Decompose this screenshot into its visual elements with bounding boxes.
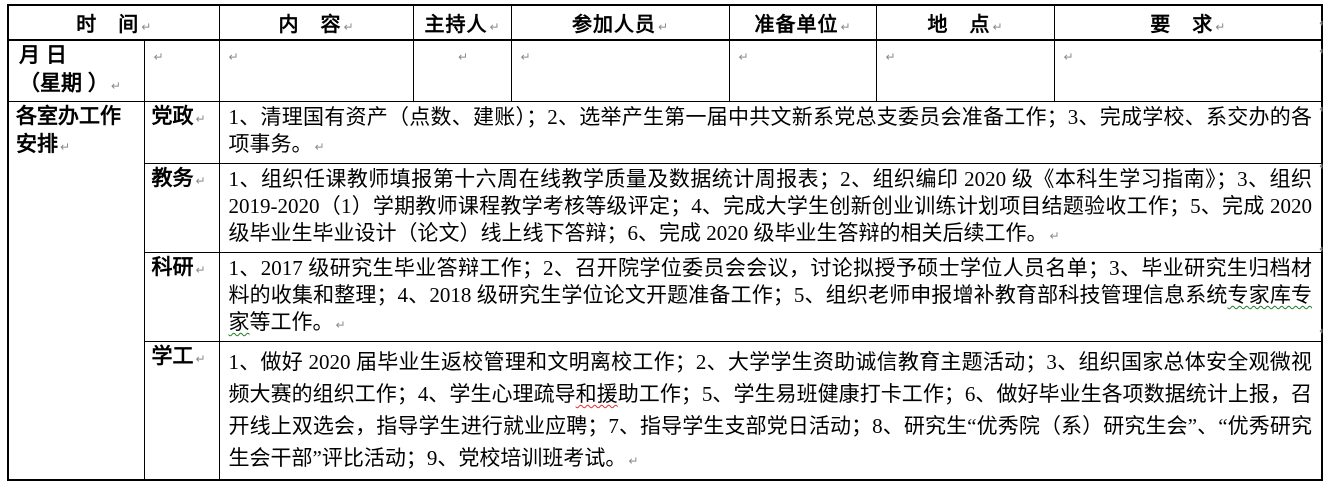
date-label-cell[interactable]: 月 日 （星期 ） ↵ [7, 39, 145, 102]
pilcrow-mark: ↵ [657, 20, 669, 34]
pilcrow-mark: ↵ [195, 263, 206, 277]
header-time-label: 时 间 [76, 14, 140, 36]
office-work-label-cell[interactable]: 各室办工作安排 ↵ [7, 101, 145, 481]
pilcrow-mark: ↵ [195, 174, 206, 188]
spellcheck-squiggle: 和援 [575, 382, 618, 406]
section-content-keyan[interactable]: 1、2017 级研究生毕业答辩工作；2、召开院学位委员会会议，讨论拟授予硕士学位… [218, 252, 1323, 342]
header-cell-location[interactable]: 地 点 ↵ [875, 4, 1055, 41]
date-location-cell[interactable]: ↵ [875, 39, 1055, 102]
section-content-text: 1、2017 级研究生毕业答辩工作；2、召开院学位委员会会议，讨论拟授予硕士学位… [228, 256, 1313, 334]
header-requirements-label: 要 求 [1150, 14, 1214, 36]
spellcheck-squiggle: 专家库专家 [228, 283, 1313, 334]
date-participants-cell[interactable]: ↵ [510, 39, 730, 102]
pilcrow-mark: ↵ [738, 50, 749, 64]
pilcrow-mark: ↵ [335, 318, 346, 332]
section-label-jiaowu[interactable]: 教务 ↵ [143, 163, 220, 253]
header-cell-prep-unit[interactable]: 准备单位 ↵ [728, 4, 877, 41]
date-row: 月 日 （星期 ） ↵ ↵ ↵ ↵ ↵ ↵ ↵ ↵ [7, 39, 1323, 102]
section-label-keyan[interactable]: 科研 ↵ [143, 252, 220, 342]
section-content-dangzheng[interactable]: 1、清理国有资产（点数、建账）；2、选举产生第一届中共文新系党总支委员会准备工作… [218, 101, 1323, 164]
section-content-jiaowu[interactable]: 1、组织任课教师填报第十六周在线教学质量及数据统计周报表；2、组织编印 2020… [218, 163, 1323, 253]
end-of-row-mark: ↵ [1319, 102, 1323, 116]
pilcrow-mark: ↵ [228, 50, 239, 64]
pilcrow-mark: ↵ [343, 20, 354, 34]
pilcrow-mark: ↵ [885, 50, 896, 64]
header-cell-participants[interactable]: 参加人员 ↵ [510, 4, 730, 41]
header-cell-host[interactable]: 主持人 ↵ [412, 4, 512, 41]
pilcrow-mark: ↵ [195, 352, 206, 366]
section-row-keyan: 科研 ↵ 1、2017 级研究生毕业答辩工作；2、召开院学位委员会会议，讨论拟授予… [8, 252, 1323, 342]
date-label-line2: （星期 ） ↵ [19, 72, 121, 95]
section-content-xuegong[interactable]: 1、做好 2020 届毕业生返校管理和文明离校工作；2、大学学生资助诚信教育主题… [218, 341, 1323, 481]
header-cell-content[interactable]: 内 容 ↵ [218, 4, 414, 41]
section-row-dangzheng: 各室办工作安排 ↵ 党政 ↵ 1、清理国有资产（点数、建账）；2、选举产生第一届中共… [7, 101, 1323, 481]
header-host-label: 主持人 [424, 14, 488, 36]
pilcrow-mark: ↵ [110, 79, 121, 93]
section-label-dangzheng[interactable]: 党政 ↵ [143, 101, 220, 164]
pilcrow-mark: ↵ [153, 50, 164, 64]
date-host-cell[interactable]: ↵ [412, 39, 512, 102]
section-label-xuegong[interactable]: 学工 ↵ [143, 341, 220, 481]
end-of-row-mark: ↵ [1319, 159, 1323, 173]
pilcrow-mark: ↵ [489, 20, 500, 34]
pilcrow-mark: ↵ [141, 20, 152, 34]
pilcrow-mark: ↵ [457, 50, 469, 64]
section-row-jiaowu: 教务 ↵ 1、组织任课教师填报第十六周在线教学质量及数据统计周报表；2、组织编印 … [8, 163, 1323, 253]
document-page: { "table": { "header": { "time": "时 间", … [0, 4, 1323, 481]
header-row: 时 间 ↵ 内 容 ↵ 主持人 ↵ 参加人员 ↵ 准备单位 ↵ 地 点 ↵ 要 求 ↵ [7, 4, 1323, 41]
pilcrow-mark: ↵ [314, 140, 325, 154]
section-content-text: 1、清理国有资产（点数、建账）；2、选举产生第一届中共文新系党总支委员会准备工作… [228, 105, 1313, 156]
pilcrow-mark: ↵ [520, 50, 531, 64]
header-location-label: 地 点 [927, 14, 991, 36]
pilcrow-mark: ↵ [1049, 229, 1060, 243]
date-label-line1: 月 日 [19, 44, 67, 67]
pilcrow-mark: ↵ [992, 20, 1003, 34]
end-of-row-mark: ↵ [1319, 324, 1323, 338]
header-participants-label: 参加人员 [571, 14, 656, 36]
section-row-xuegong: 学工 ↵ 1、做好 2020 届毕业生返校管理和文明离校工作；2、大学学生资助诚信… [8, 341, 1323, 481]
header-cell-time[interactable]: 时 间 ↵ [7, 4, 220, 41]
pilcrow-mark: ↵ [195, 112, 206, 126]
end-of-row-mark: ↵ [1319, 44, 1323, 58]
pilcrow-mark: ↵ [60, 140, 71, 154]
pilcrow-mark: ↵ [840, 20, 851, 34]
header-prep-unit-label: 准备单位 [754, 14, 839, 36]
end-of-row-mark: ↵ [1319, 16, 1323, 30]
header-content-label: 内 容 [278, 14, 342, 36]
end-of-row-mark: ↵ [1319, 242, 1323, 256]
pilcrow-mark: ↵ [1215, 20, 1226, 34]
date-content-cell[interactable]: ↵ [218, 39, 414, 102]
pilcrow-mark: ↵ [1063, 50, 1074, 64]
header-cell-requirements[interactable]: 要 求 ↵ [1053, 4, 1323, 41]
schedule-table: 时 间 ↵ 内 容 ↵ 主持人 ↵ 参加人员 ↵ 准备单位 ↵ 地 点 ↵ 要 求 ↵ 月 日… [7, 4, 1323, 481]
pilcrow-mark: ↵ [628, 454, 639, 468]
date-prep-unit-cell[interactable]: ↵ [728, 39, 877, 102]
section-content-text: 1、组织任课教师填报第十六周在线教学质量及数据统计周报表；2、组织编印 2020… [228, 167, 1313, 245]
office-work-label: 各室办工作安排 [16, 105, 121, 156]
date-sub-empty-cell[interactable]: ↵ [143, 39, 220, 102]
section-content-text: 1、做好 2020 届毕业生返校管理和文明离校工作；2、大学学生资助诚信教育主题… [228, 350, 1313, 470]
date-requirements-cell[interactable]: ↵ [1053, 39, 1323, 102]
